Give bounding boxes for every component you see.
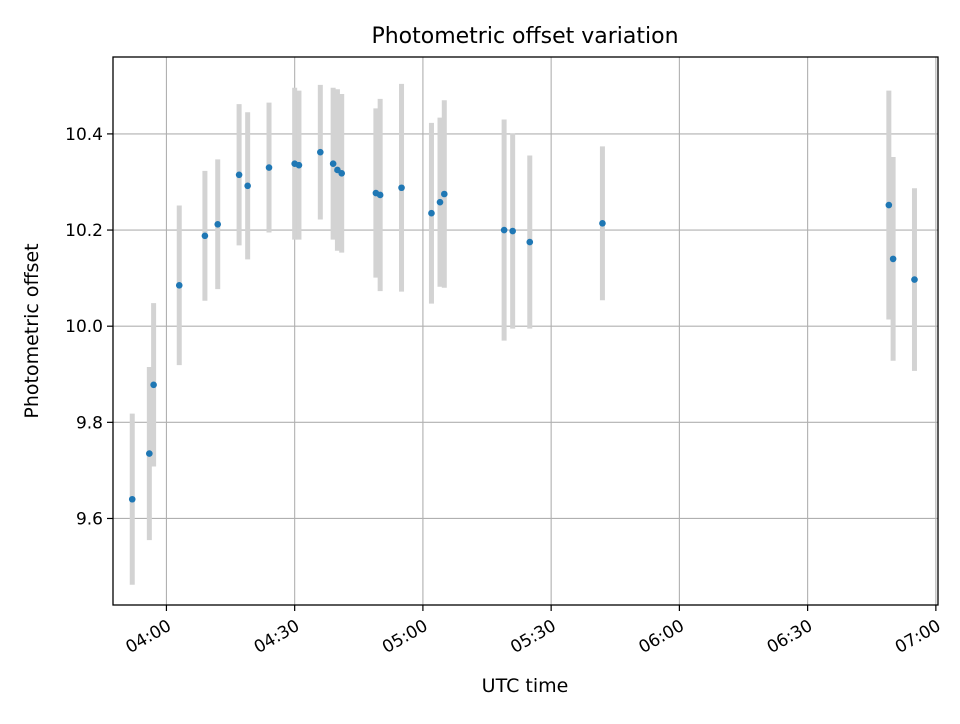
data-point: [214, 220, 222, 228]
data-point: [526, 238, 534, 246]
point-layer: [128, 148, 918, 503]
x-tick-label: 07:00: [892, 616, 944, 658]
x-axis-label: UTC time: [482, 675, 569, 697]
data-point: [150, 381, 157, 389]
data-point: [128, 495, 136, 503]
data-point: [244, 182, 251, 190]
data-point: [175, 282, 183, 289]
data-point: [440, 190, 448, 198]
data-point: [295, 161, 303, 169]
y-axis-label: Photometric offset: [21, 243, 43, 418]
y-tick-label: 9.8: [76, 413, 103, 433]
data-point: [146, 450, 153, 457]
x-tick-label: 05:30: [507, 616, 559, 658]
plot-frame: [112, 56, 939, 606]
x-tick-label: 04:30: [251, 616, 303, 658]
y-tick-label: 10.2: [65, 221, 103, 241]
x-tick-label: 04:00: [122, 616, 174, 658]
x-tick-label: 06:00: [635, 616, 687, 658]
data-point: [911, 276, 918, 283]
data-point: [398, 184, 405, 192]
data-point: [500, 226, 508, 234]
data-point: [428, 209, 435, 217]
chart-title: Photometric offset variation: [371, 24, 678, 49]
data-point: [329, 160, 337, 168]
data-point: [201, 232, 209, 240]
data-point: [889, 255, 897, 263]
data-point: [885, 201, 893, 209]
data-point: [436, 198, 444, 206]
y-tick-label: 10.0: [65, 317, 103, 337]
data-point: [317, 148, 324, 156]
data-point: [509, 227, 516, 235]
x-axis-ticks: 04:00 04:30 05:00 05:30 06:00 06:30 07:00: [122, 605, 944, 658]
data-point: [265, 164, 273, 171]
errorbar-layer: [129, 83, 917, 585]
x-tick-label: 05:00: [379, 616, 431, 658]
y-tick-label: 10.4: [65, 125, 103, 145]
data-point: [376, 191, 384, 199]
data-point: [599, 220, 606, 227]
y-tick-label: 9.6: [76, 509, 103, 529]
x-tick-label: 06:30: [764, 616, 816, 658]
data-point: [338, 170, 345, 177]
y-axis-ticks: 9.6 9.8 10.0 10.2 10.4: [65, 125, 113, 529]
data-point: [235, 171, 243, 179]
